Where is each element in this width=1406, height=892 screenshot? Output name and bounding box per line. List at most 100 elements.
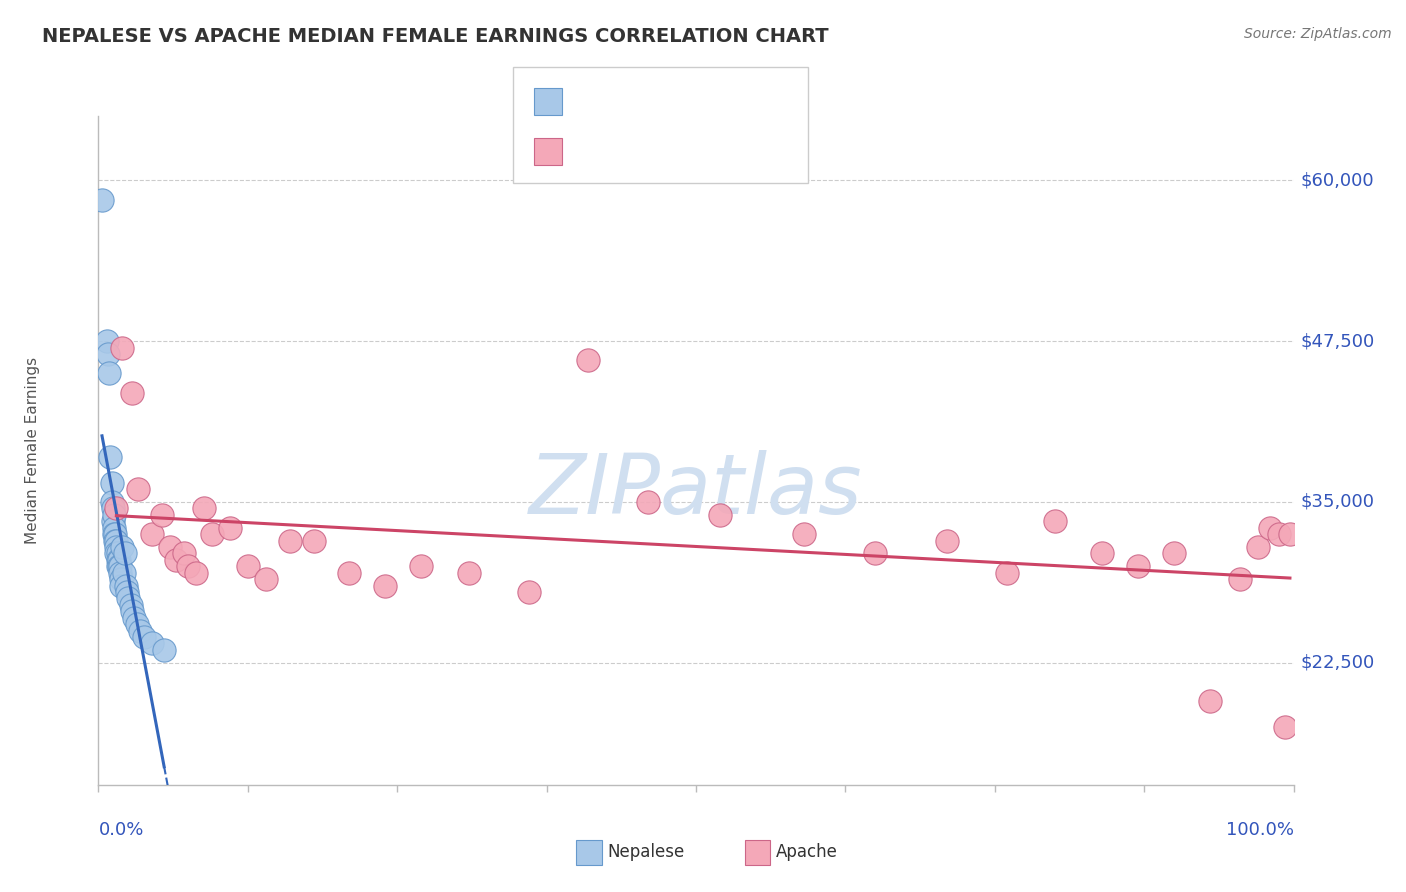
Point [1246,540,1268,554]
Point [995,566,1018,580]
Point [107,559,129,574]
Point [111,341,134,355]
Text: $35,000: $35,000 [1301,493,1375,511]
Point [96,334,118,348]
Point [100,495,122,509]
Point [115,578,138,592]
Point [117,591,139,606]
Text: Nepalese: Nepalese [607,843,685,861]
Point [107,553,129,567]
Point [150,508,173,522]
Point [193,501,215,516]
Point [125,617,148,632]
Point [173,546,195,560]
Text: Median Female Earnings: Median Female Earnings [25,357,41,544]
Point [127,482,149,496]
Text: NEPALESE VS APACHE MEDIAN FEMALE EARNINGS CORRELATION CHART: NEPALESE VS APACHE MEDIAN FEMALE EARNING… [42,27,828,45]
Point [108,566,131,580]
Text: -0.283: -0.283 [609,143,662,161]
Point [517,585,540,599]
Point [186,566,208,580]
Point [98,450,122,464]
Point [153,643,176,657]
Text: $60,000: $60,000 [1301,171,1374,189]
Point [236,559,259,574]
Point [121,604,143,618]
Point [254,572,277,586]
Point [91,193,114,207]
Text: 0.0%: 0.0% [98,821,143,838]
Point [129,624,152,638]
Point [103,508,125,522]
Point [1163,546,1185,560]
Point [793,527,815,541]
Point [100,475,122,490]
Point [110,572,132,586]
Point [201,527,224,541]
Point [107,546,129,560]
Point [1229,572,1251,586]
Point [1043,514,1066,528]
Text: N =: N = [686,143,723,161]
Point [105,501,128,516]
Text: R =: R = [574,143,610,161]
Point [337,566,360,580]
Point [374,578,396,592]
Point [411,559,433,574]
Text: -0.604: -0.604 [609,93,662,111]
Point [141,527,163,541]
Text: Apache: Apache [776,843,838,861]
Point [935,533,957,548]
Point [104,533,127,548]
Point [1268,527,1291,541]
Text: Source: ZipAtlas.com: Source: ZipAtlas.com [1244,27,1392,41]
Point [165,553,187,567]
Point [112,566,135,580]
Point [120,598,142,612]
Point [177,559,200,574]
Point [105,533,128,548]
Point [1258,521,1281,535]
Point [159,540,181,554]
Point [104,527,127,541]
Text: $22,500: $22,500 [1301,654,1375,672]
Point [1274,720,1296,734]
Point [124,611,146,625]
Point [863,546,886,560]
Point [110,578,132,592]
Text: 40: 40 [718,93,741,111]
Point [115,585,138,599]
Point [302,533,325,548]
Point [107,553,129,567]
Point [105,546,128,560]
Point [97,347,120,361]
Text: R =: R = [574,93,610,111]
Point [1278,527,1301,541]
Point [458,566,481,580]
Point [114,546,136,560]
Point [1198,694,1220,708]
Point [121,385,143,400]
Point [1091,546,1114,560]
Point [141,636,163,650]
Point [103,527,125,541]
Point [576,353,599,368]
Point [101,501,124,516]
Point [1128,559,1150,574]
Point [108,559,131,574]
Point [132,630,155,644]
Point [103,521,125,535]
Text: $47,500: $47,500 [1301,332,1375,350]
Text: ZIPatlas: ZIPatlas [529,450,863,531]
Point [709,508,731,522]
Point [637,495,659,509]
Text: 100.0%: 100.0% [1226,821,1294,838]
Point [105,540,128,554]
Text: 41: 41 [718,143,741,161]
Point [278,533,301,548]
Point [219,521,242,535]
Point [98,366,121,380]
Text: N =: N = [686,93,723,111]
Point [111,540,134,554]
Point [107,559,129,574]
